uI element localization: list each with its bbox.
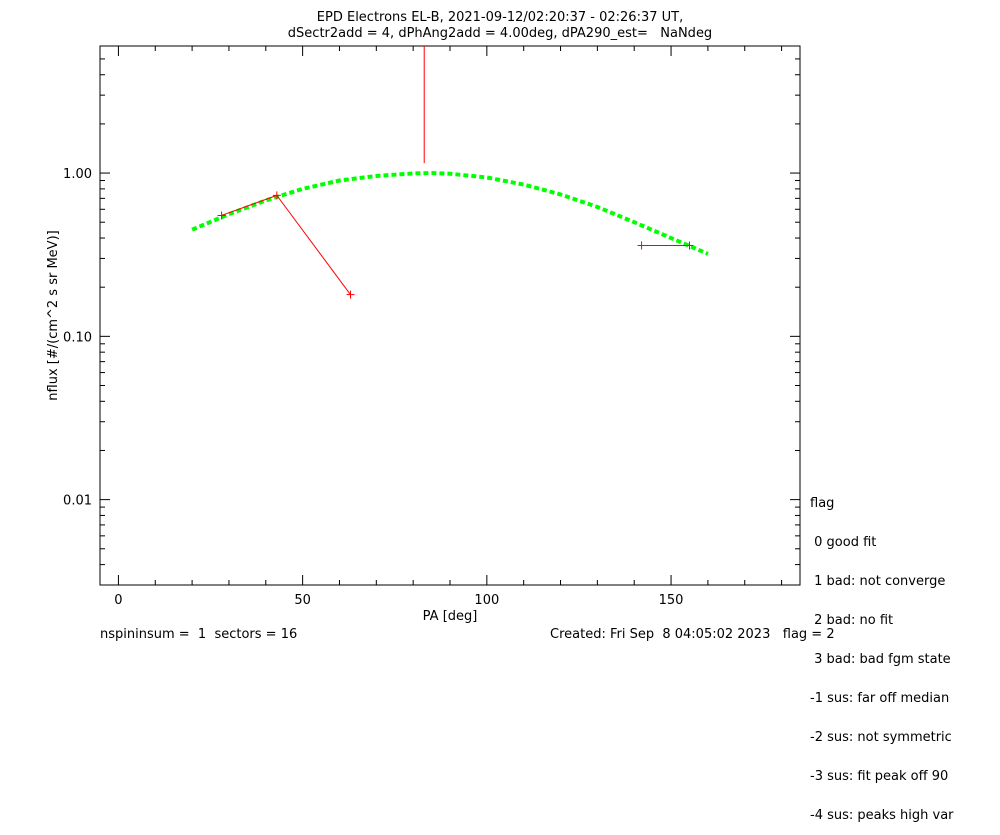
data-point [637,241,646,250]
y-tick-label: 0.10 [63,330,92,345]
footer-right: Created: Fri Sep 8 04:05:02 2023 flag = … [550,627,835,642]
legend: flag 0 good fit 1 bad: not converge 2 ba… [810,471,954,835]
chart-plot: 0 50 100 150 0.01 0.10 1.00 PA [deg] nflux [#/(c… [46,45,801,624]
x-tick-label: 0 [114,593,122,608]
legend-item-7: -4 sus: peaks high var [810,808,954,823]
y-tick-label: 0.01 [63,494,92,509]
y-tick-label: 1.00 [63,167,92,182]
x-tick-label: 150 [659,593,684,608]
legend-item-2: 2 bad: no fit [810,613,894,628]
legend-item-4: -1 sus: far off median [810,691,950,706]
legend-item-0: 0 good fit [810,535,877,550]
chart-title-line2: dSectr2add = 4, dPhAng2add = 4.00deg, dP… [287,26,713,41]
legend-item-5: -2 sus: not symmetric [810,730,952,745]
footer-left: nspininsum = 1 sectors = 16 [100,627,298,642]
x-axis-label: PA [deg] [423,609,478,624]
chart-title-line1: EPD Electrons EL-B, 2021-09-12/02:20:37 … [316,10,684,25]
plot-frame [99,45,801,586]
legend-item-6: -3 sus: fit peak off 90 [810,769,949,784]
data-point [346,290,355,299]
legend-title: flag [810,496,835,511]
fit-curve [191,171,709,256]
x-tick-label: 50 [294,593,311,608]
x-tick-label: 100 [474,593,499,608]
data-segment [276,195,351,295]
data-point [685,241,694,250]
data-point [217,211,226,220]
data-segment [221,194,278,216]
data-point [272,191,281,200]
y-axis-label: nflux [#/(cm^2 s sr MeV)] [46,230,61,400]
legend-item-3: 3 bad: bad fgm state [810,652,951,667]
legend-item-1: 1 bad: not converge [810,574,946,589]
